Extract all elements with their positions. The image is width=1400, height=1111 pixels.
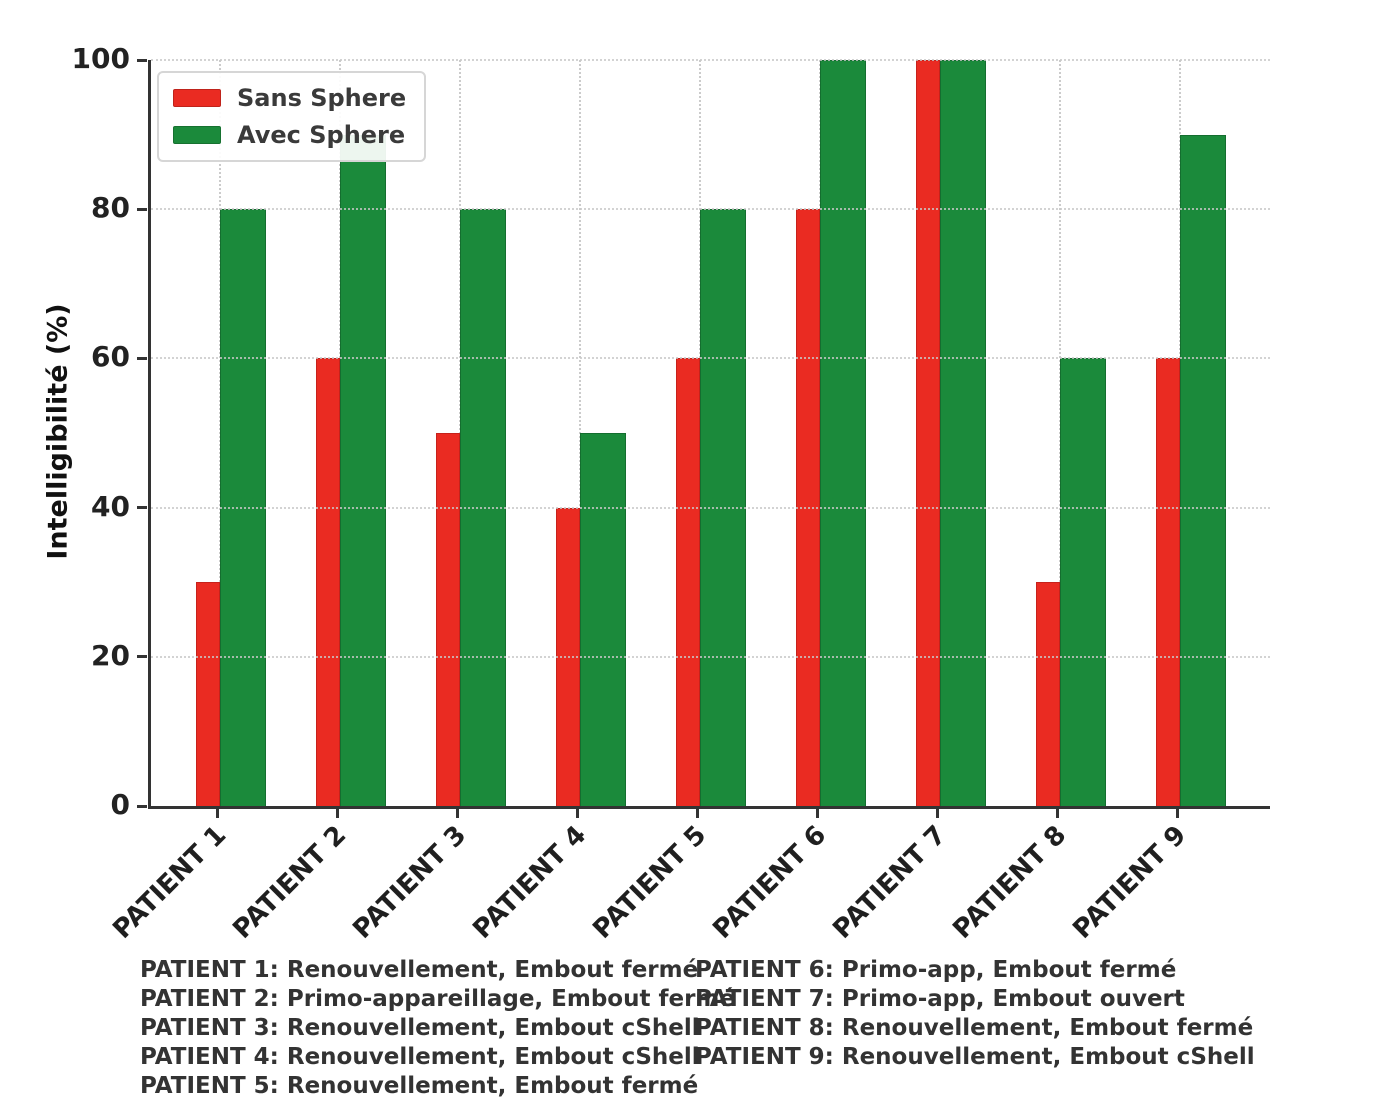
legend-label-sans-sphere: Sans Sphere — [237, 84, 407, 112]
x-tick-1 — [215, 809, 219, 818]
y-tick-80 — [137, 207, 147, 211]
gridline-y-60 — [151, 357, 1270, 360]
x-tick-4 — [575, 809, 579, 818]
y-tick-label-20: 20 — [91, 638, 130, 672]
footnote-patient-4: PATIENT 4: Renouvellement, Embout cShell — [140, 1044, 700, 1070]
bar-sans-sphere-patient-2 — [316, 358, 340, 806]
x-tick-8 — [1055, 809, 1059, 818]
y-tick-60 — [137, 356, 147, 360]
y-tick-20 — [137, 655, 147, 659]
bar-avec-sphere-patient-9 — [1180, 134, 1226, 806]
y-axis-title: Intelligibilité (%) — [42, 303, 74, 560]
bar-sans-sphere-patient-9 — [1156, 358, 1180, 806]
y-tick-label-80: 80 — [91, 191, 130, 225]
bar-sans-sphere-patient-7 — [916, 60, 940, 806]
footnote-patient-2: PATIENT 2: Primo-appareillage, Embout fe… — [140, 986, 735, 1012]
legend-swatch-green-icon — [173, 126, 221, 144]
footnote-patient-3: PATIENT 3: Renouvellement, Embout cShell — [140, 1015, 700, 1041]
bar-avec-sphere-patient-6 — [820, 60, 866, 806]
bar-sans-sphere-patient-1 — [196, 582, 220, 806]
footnotes-left-column: PATIENT 1: Renouvellement, Embout fermé P… — [140, 956, 735, 1101]
plot-area: Sans Sphere Avec Sphere — [148, 59, 1270, 809]
legend-row-avec-sphere: Avec Sphere — [173, 121, 406, 149]
legend-label-avec-sphere: Avec Sphere — [237, 121, 406, 149]
y-tick-label-100: 100 — [71, 42, 130, 75]
x-tick-6 — [815, 809, 819, 818]
bar-avec-sphere-patient-2 — [340, 134, 386, 806]
x-tick-3 — [455, 809, 459, 818]
x-tick-9 — [1175, 809, 1179, 818]
footnote-patient-6: PATIENT 6: Primo-app, Embout fermé — [695, 957, 1177, 983]
x-tick-5 — [695, 809, 699, 818]
x-tick-2 — [335, 809, 339, 818]
bar-avec-sphere-patient-7 — [940, 60, 986, 806]
bar-sans-sphere-patient-3 — [436, 433, 460, 806]
legend-swatch-red-icon — [173, 89, 221, 107]
footnote-patient-5: PATIENT 5: Renouvellement, Embout fermé — [140, 1073, 699, 1099]
bar-avec-sphere-patient-8 — [1060, 358, 1106, 806]
footnote-patient-1: PATIENT 1: Renouvellement, Embout fermé — [140, 957, 699, 983]
gridline-y-40 — [151, 506, 1270, 509]
legend-row-sans-sphere: Sans Sphere — [173, 84, 406, 112]
gridline-y-80 — [151, 208, 1270, 211]
footnote-patient-9: PATIENT 9: Renouvellement, Embout cShell — [695, 1044, 1255, 1070]
gridline-y-100 — [151, 59, 1270, 61]
y-tick-40 — [137, 506, 147, 510]
footnote-patient-7: PATIENT 7: Primo-app, Embout ouvert — [695, 986, 1185, 1012]
bar-avec-sphere-patient-4 — [580, 433, 626, 806]
y-tick-label-0: 0 — [110, 788, 130, 821]
footnotes-right-column: PATIENT 6: Primo-app, Embout fermé PATIEN… — [695, 956, 1255, 1072]
y-tick-0 — [137, 804, 147, 808]
gridline-y-20 — [151, 655, 1270, 658]
legend: Sans Sphere Avec Sphere — [157, 71, 427, 162]
y-tick-label-60: 60 — [91, 340, 130, 374]
x-tick-7 — [935, 809, 939, 818]
y-tick-100 — [137, 58, 147, 62]
bar-sans-sphere-patient-8 — [1036, 582, 1060, 806]
footnote-patient-8: PATIENT 8: Renouvellement, Embout fermé — [695, 1015, 1254, 1041]
bar-sans-sphere-patient-5 — [676, 358, 700, 806]
y-tick-label-40: 40 — [91, 489, 130, 523]
